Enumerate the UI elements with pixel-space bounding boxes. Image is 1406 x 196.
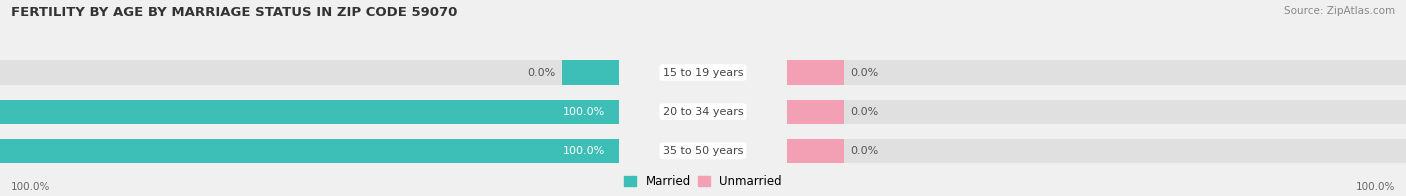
Bar <box>0 60 619 85</box>
Text: 0.0%: 0.0% <box>851 146 879 156</box>
Bar <box>0 139 619 163</box>
Text: 0.0%: 0.0% <box>527 67 555 78</box>
Bar <box>562 60 619 85</box>
Text: 100.0%: 100.0% <box>11 182 51 192</box>
Bar <box>787 100 1406 124</box>
Text: 0.0%: 0.0% <box>851 107 879 117</box>
Text: 100.0%: 100.0% <box>562 146 605 156</box>
Text: 100.0%: 100.0% <box>562 107 605 117</box>
Bar <box>0 100 619 124</box>
Text: 20 to 34 years: 20 to 34 years <box>662 107 744 117</box>
Bar <box>0 139 619 163</box>
Bar <box>787 60 844 85</box>
Bar <box>562 100 619 124</box>
Bar <box>562 139 619 163</box>
Text: FERTILITY BY AGE BY MARRIAGE STATUS IN ZIP CODE 59070: FERTILITY BY AGE BY MARRIAGE STATUS IN Z… <box>11 6 457 19</box>
Bar <box>787 60 1406 85</box>
Bar <box>787 139 1406 163</box>
Text: 100.0%: 100.0% <box>1355 182 1395 192</box>
Text: 35 to 50 years: 35 to 50 years <box>662 146 744 156</box>
Text: Source: ZipAtlas.com: Source: ZipAtlas.com <box>1284 6 1395 16</box>
Text: 0.0%: 0.0% <box>851 67 879 78</box>
Bar <box>787 139 844 163</box>
Bar <box>787 100 844 124</box>
Text: 15 to 19 years: 15 to 19 years <box>662 67 744 78</box>
Bar <box>0 100 619 124</box>
Legend: Married, Unmarried: Married, Unmarried <box>624 175 782 188</box>
